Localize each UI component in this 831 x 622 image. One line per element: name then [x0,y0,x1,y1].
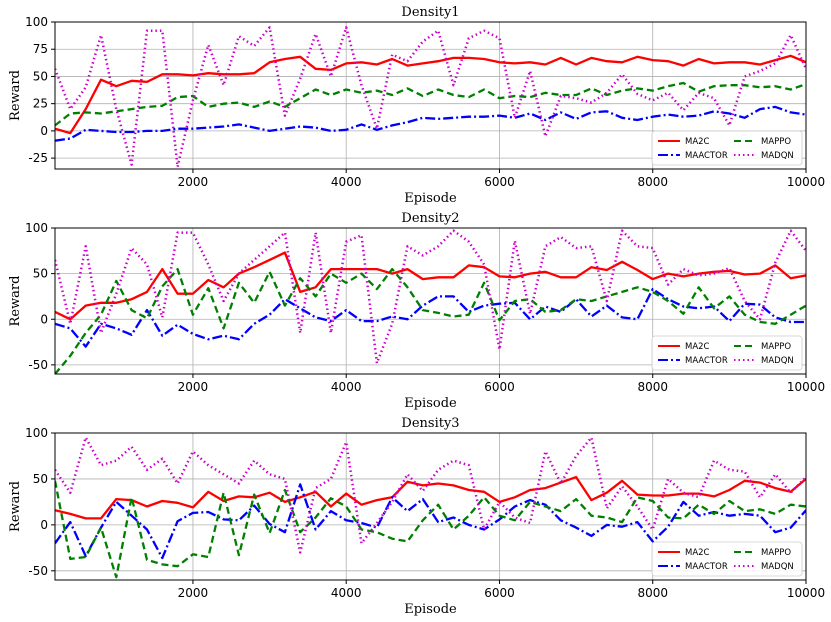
chart-title: Density1 [401,5,459,20]
y-tick-label: 0 [40,312,48,326]
y-tick-label: -25 [28,151,48,165]
legend-label-ma2c: MA2C [685,548,710,558]
legend-label-maactor: MAACTOR [685,151,728,161]
x-tick-label: 8000 [637,380,668,394]
legend-box [651,335,803,371]
series-line-ma2c [55,475,806,520]
series-line-maactor [55,105,806,142]
legend: MA2C MAPPO MAACTOR MADQN [651,130,803,166]
series-line-maactor [55,483,806,560]
x-tick-label: 4000 [331,586,362,600]
x-tick-label: 6000 [484,380,515,394]
y-tick-label: 0 [40,518,48,532]
axes-frame [54,432,807,581]
x-tick-label: 8000 [637,175,668,189]
chart-panel-3: 2000 4000 6000 8000 10000 -50 0 50 100 Density3 Ep… [8,416,825,617]
series-line-mappo [55,81,806,127]
x-tick-label: 10000 [787,380,825,394]
legend-label-madqn: MADQN [761,151,794,161]
series-line-madqn [55,436,806,554]
y-tick-label: 100 [25,426,48,440]
x-tick-label: 6000 [484,175,515,189]
y-tick-label: 0 [40,124,48,138]
legend-label-mappo: MAPPO [761,342,791,352]
y-tick-label: -50 [28,358,48,372]
x-axis-label: Episode [404,191,457,206]
series-line-ma2c [55,251,806,321]
legend-label-mappo: MAPPO [761,548,791,558]
x-tick-label: 4000 [331,380,362,394]
series-line-madqn [55,229,806,365]
x-axis-label: Episode [404,602,457,617]
legend-label-maactor: MAACTOR [685,356,728,366]
axes-frame [54,227,807,375]
x-tick-label: 2000 [178,175,209,189]
x-axis-label: Episode [404,396,457,411]
chart-title: Density2 [401,211,459,226]
y-tick-label: 50 [33,472,48,486]
y-tick-label: -50 [28,564,48,578]
y-axis-label: Reward [8,481,23,532]
series-line-mappo [55,480,806,579]
legend-label-maactor: MAACTOR [685,562,728,572]
legend-label-ma2c: MA2C [685,137,710,147]
chart-panel-1: 2000 4000 6000 8000 10000 -25 0 25 50 75 100 Densit… [8,5,825,206]
legend-label-ma2c: MA2C [685,342,710,352]
y-tick-label: 75 [33,42,48,56]
x-tick-label: 10000 [787,175,825,189]
series-line-mappo [55,267,806,374]
legend-label-mappo: MAPPO [761,137,791,147]
legend-box [651,541,803,577]
y-tick-label: 100 [25,15,48,29]
x-tick-label: 2000 [178,586,209,600]
x-tick-label: 2000 [178,380,209,394]
legend: MA2C MAPPO MAACTOR MADQN [651,335,803,371]
y-tick-label: 50 [33,267,48,281]
x-tick-label: 10000 [787,586,825,600]
chart-panel-2: 2000 4000 6000 8000 10000 -50 0 50 100 Density2 Ep… [8,211,825,411]
series-line-maactor [55,287,806,348]
y-tick-label: 100 [25,221,48,235]
legend-box [651,130,803,166]
series-line-madqn [55,26,806,169]
y-axis-label: Reward [8,70,23,121]
y-axis-label: Reward [8,276,23,327]
series-line-ma2c [55,54,806,135]
axes-frame [54,21,807,170]
y-tick-label: 50 [33,69,48,83]
x-tick-label: 8000 [637,586,668,600]
legend: MA2C MAPPO MAACTOR MADQN [651,541,803,577]
x-tick-label: 6000 [484,586,515,600]
x-tick-label: 4000 [331,175,362,189]
legend-label-madqn: MADQN [761,356,794,366]
legend-label-madqn: MADQN [761,562,794,572]
y-tick-label: 25 [33,97,48,111]
chart-title: Density3 [401,416,459,431]
